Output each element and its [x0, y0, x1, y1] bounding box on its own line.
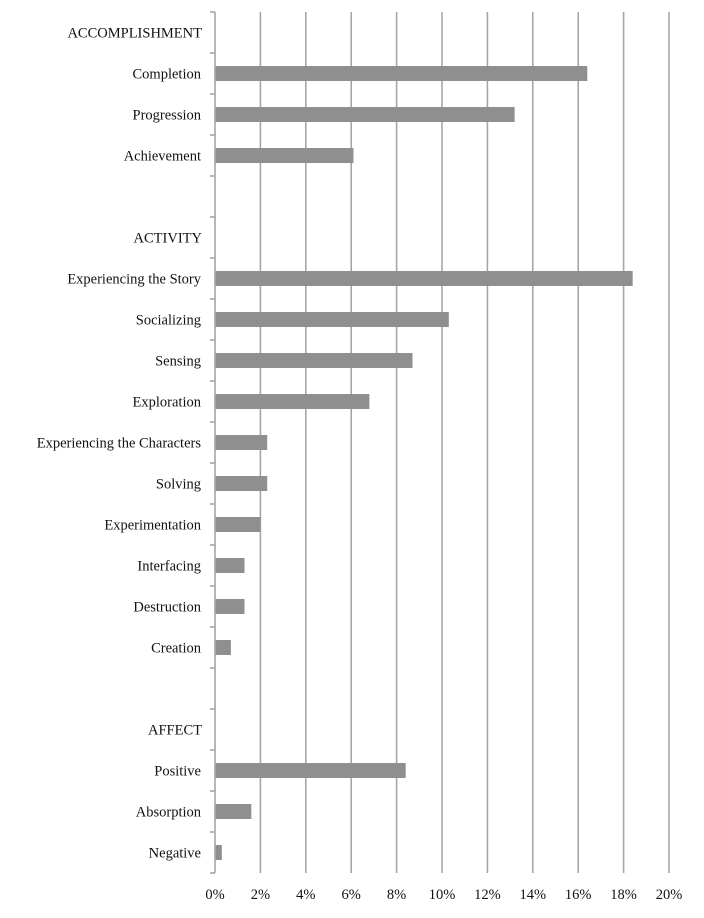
bar-exploration	[215, 394, 370, 409]
bar-positive	[215, 763, 406, 778]
x-tick-label: 0%	[205, 887, 224, 903]
category-label-absorption: Absorption	[136, 805, 202, 821]
x-tick-label: 8%	[387, 887, 406, 903]
gridlines	[259, 12, 670, 873]
bar-destruction	[215, 599, 245, 614]
x-tick-label: 18%	[610, 887, 637, 903]
bar-socializing	[215, 312, 449, 327]
bars	[215, 66, 633, 860]
category-label-negative: Negative	[149, 846, 201, 862]
group-header-affect: AFFECT	[148, 723, 202, 739]
bar-creation	[215, 640, 231, 655]
x-tick-label: 2%	[251, 887, 270, 903]
group-header-activity: ACTIVITY	[134, 231, 203, 247]
category-label-positive: Positive	[154, 764, 201, 780]
bar-negative	[215, 845, 222, 860]
category-label-exploration: Exploration	[133, 395, 202, 411]
category-label-achievement: Achievement	[124, 149, 201, 165]
bar-interfacing	[215, 558, 245, 573]
value-axis-tick-labels: 0% 2% 4% 6% 8% 10% 12% 14% 16% 18% 20%	[205, 887, 682, 903]
x-tick-label: 12%	[474, 887, 501, 903]
bar-absorption	[215, 804, 252, 819]
x-tick-label: 14%	[520, 887, 547, 903]
x-tick-label: 6%	[342, 887, 361, 903]
x-tick-label: 4%	[296, 887, 315, 903]
category-label-interfacing: Interfacing	[137, 559, 201, 575]
category-axis	[210, 11, 216, 874]
x-tick-label: 16%	[565, 887, 592, 903]
bar-experimentation	[215, 517, 261, 532]
group-header-accomplishment: ACCOMPLISHMENT	[67, 26, 202, 42]
category-labels: ACCOMPLISHMENT Completion Progression Achie…	[37, 26, 203, 862]
category-label-completion: Completion	[133, 67, 202, 83]
category-label-experiencing-the-story: Experiencing the Story	[67, 272, 201, 288]
bar-sensing	[215, 353, 413, 368]
bar-achievement	[215, 148, 354, 163]
category-label-destruction: Destruction	[133, 600, 201, 616]
bar-experiencing-the-story	[215, 271, 633, 286]
category-label-progression: Progression	[133, 108, 202, 124]
category-label-socializing: Socializing	[136, 313, 201, 329]
bar-experiencing-the-characters	[215, 435, 268, 450]
bar-solving	[215, 476, 268, 491]
category-label-experimentation: Experimentation	[104, 518, 201, 534]
category-label-solving: Solving	[156, 477, 201, 493]
category-label-sensing: Sensing	[155, 354, 201, 370]
category-label-creation: Creation	[151, 641, 202, 657]
x-tick-label: 10%	[429, 887, 456, 903]
bar-completion	[215, 66, 588, 81]
bar-progression	[215, 107, 515, 122]
category-label-experiencing-the-characters: Experiencing the Characters	[37, 436, 202, 452]
x-tick-label: 20%	[656, 887, 683, 903]
